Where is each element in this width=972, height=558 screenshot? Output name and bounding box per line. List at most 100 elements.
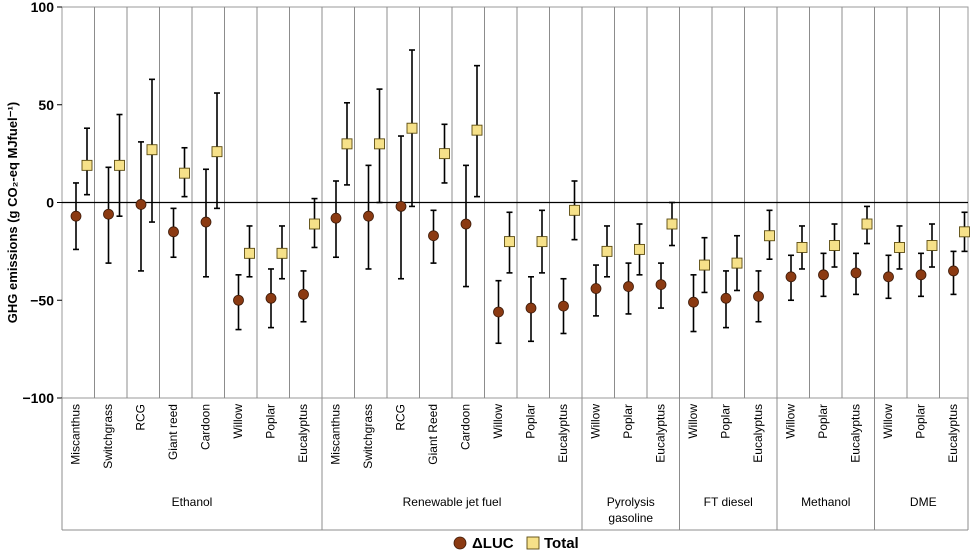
total-point [276, 247, 288, 259]
data-marks [70, 49, 970, 345]
category-label: Poplar [913, 404, 927, 439]
dluc-point [265, 292, 277, 304]
total-point [211, 146, 223, 158]
category-label: Poplar [718, 404, 732, 439]
total-point [699, 259, 710, 271]
category-label: Giant Reed [426, 404, 440, 465]
category-label: Cardoon [198, 404, 212, 450]
total-point [796, 242, 808, 253]
legend: ΔLUC Total [453, 535, 579, 552]
y-tick-label: 50 [38, 97, 54, 113]
group-label: Pyrolysis [607, 495, 655, 509]
dluc-point [915, 269, 927, 281]
total-point [829, 240, 840, 251]
total-point [634, 243, 645, 255]
dluc-point [168, 226, 179, 238]
total-point [341, 138, 353, 150]
category-label: Miscanthus [68, 404, 82, 465]
dluc-point [883, 271, 894, 283]
y-tick-label: 0 [46, 195, 54, 211]
dluc-point [948, 265, 959, 277]
category-label: Poplar [816, 404, 830, 439]
group-label: DME [910, 495, 937, 509]
dluc-point [70, 210, 82, 222]
dluc-point [688, 296, 699, 308]
dluc-point [460, 218, 472, 230]
legend-dluc-marker [453, 536, 467, 550]
dluc-point [135, 199, 147, 210]
dluc-point [298, 288, 309, 300]
category-label: Eucalyptus [556, 404, 570, 463]
dluc-point [623, 281, 634, 292]
category-label: RCG [393, 404, 407, 431]
total-point [179, 167, 190, 179]
total-point [114, 159, 125, 171]
dluc-point [428, 230, 439, 242]
category-label: RCG [133, 404, 147, 431]
dluc-point [200, 216, 212, 228]
total-point [764, 230, 775, 242]
category-label: Eucalyptus [848, 404, 862, 463]
legend-dluc-label: ΔLUC [472, 535, 514, 552]
category-label: Giant reed [166, 404, 180, 460]
group-label: FT diesel [704, 495, 753, 509]
group-label: Methanol [801, 495, 850, 509]
category-label: Switchgrass [361, 404, 375, 469]
y-tick-label: −50 [30, 292, 54, 308]
dluc-point [753, 290, 764, 302]
total-point [731, 257, 743, 269]
total-point [666, 218, 678, 230]
dluc-point [493, 306, 504, 318]
category-label: Eucalyptus [296, 404, 310, 463]
category-label: Willow [881, 404, 895, 439]
total-point [504, 236, 515, 248]
group-labels: Ethanol Renewable jet fuel Pyrolysis gasoli… [172, 398, 937, 530]
y-axis-label: GHG emissions (g CO₂-eq MJfuel⁻¹) [5, 102, 20, 323]
legend-total-label: Total [544, 535, 579, 552]
dluc-point [590, 283, 602, 294]
category-label: Poplar [263, 404, 277, 439]
category-label: Willow [686, 404, 700, 439]
category-label: Miscanthus [328, 404, 342, 465]
category-label: Poplar [523, 404, 537, 439]
dluc-point [330, 212, 342, 224]
total-point [406, 122, 418, 134]
dluc-point [850, 267, 862, 279]
category-label: Eucalyptus [751, 404, 765, 463]
category-label: Willow [588, 404, 602, 439]
dluc-point [525, 302, 537, 314]
legend-total-marker [526, 536, 540, 550]
total-point [309, 218, 320, 230]
total-point [81, 159, 93, 171]
total-point [374, 138, 385, 150]
category-label: Willow [783, 404, 797, 439]
total-point [926, 240, 938, 251]
group-label: Ethanol [172, 495, 213, 509]
group-label-line2: gasoline [608, 511, 653, 525]
category-label: Eucalyptus [946, 404, 960, 463]
total-point [536, 236, 548, 248]
dluc-point [720, 292, 732, 304]
category-label: Poplar [621, 404, 635, 439]
category-labels: Miscanthus Switchgrass RCG Giant reed Cardoo… [61, 398, 969, 531]
y-tick-label: −100 [22, 390, 54, 406]
axes: 100 50 0 −50 −100 GHG emissions (g CO₂-eq MJf… [5, 0, 969, 406]
category-label: Switchgrass [101, 404, 115, 469]
total-point [471, 124, 483, 136]
dluc-point [785, 271, 797, 283]
dluc-point [395, 201, 407, 212]
dluc-point [818, 269, 829, 281]
total-point [439, 148, 450, 160]
category-label: Cardoon [458, 404, 472, 450]
dluc-point [655, 279, 667, 291]
dluc-point [103, 208, 114, 220]
dluc-point [558, 300, 569, 312]
category-label: Eucalyptus [653, 404, 667, 463]
total-point [894, 242, 905, 253]
category-label: Willow [491, 404, 505, 439]
total-point [959, 226, 970, 238]
total-point [244, 247, 255, 259]
category-label: Willow [231, 404, 245, 439]
total-point [601, 245, 613, 257]
